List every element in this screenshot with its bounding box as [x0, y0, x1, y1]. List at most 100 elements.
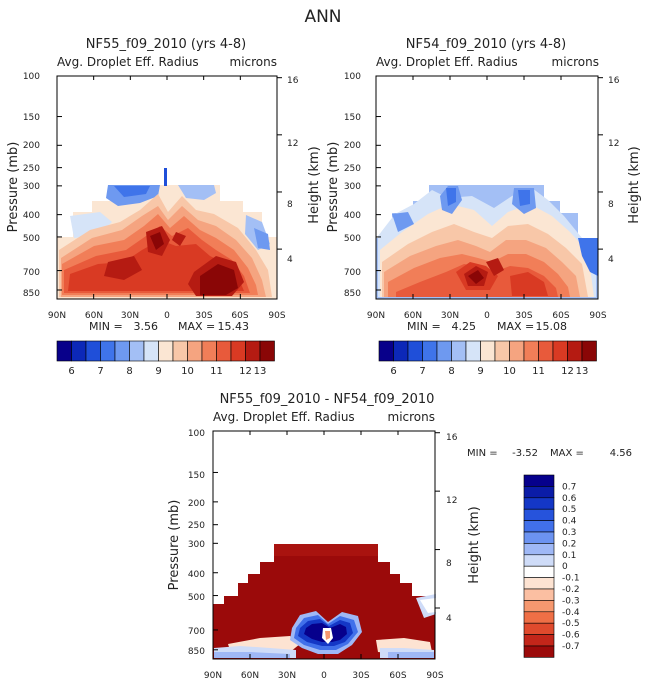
- panel-2-colorbar-swatches: [378, 340, 597, 362]
- panel-1-xtick-label: 90N: [48, 311, 66, 321]
- panel-1-colorbar-swatch: [259, 340, 275, 362]
- panel-2-colorbar-swatch: [494, 340, 510, 362]
- panel-2-y-ticks: 100 150 200 250 300 400 500 700 850: [344, 72, 361, 299]
- panel-1-colorbar-label: 9: [155, 366, 161, 377]
- panel-2-ytick-label: 150: [344, 113, 361, 123]
- panel-3-x-ticks: 90N 60N 30N 0 30S 60S 90S: [204, 671, 444, 681]
- panel-2-colorbar-swatch: [480, 340, 496, 362]
- panel-1-ytick-label: 150: [23, 113, 40, 123]
- panel-1-ytick-label: 400: [23, 211, 40, 221]
- panel-1-y2tick-label: 8: [287, 200, 293, 210]
- panel-1-ytick-label: 100: [23, 72, 40, 82]
- panel-3-colorbar-label: -0.5: [562, 619, 580, 629]
- panel-3-y-ticks: 100 150 200 250 300 400 500 700 850: [188, 429, 205, 657]
- panel-3-xtick-label: 90S: [426, 671, 443, 681]
- panel-3-colorbar-swatch: [523, 543, 555, 556]
- panel-2-contour: [376, 185, 598, 299]
- panel-1-colorbar-label: 7: [97, 366, 103, 377]
- panel-1-colorbar-swatch: [85, 340, 101, 362]
- panel-3-colorbar-swatch: [523, 474, 555, 487]
- panel-1-xtick-label: 60N: [85, 311, 103, 321]
- panel-1-colorbar-swatch: [201, 340, 217, 362]
- panel-2-min-label: MIN =: [407, 320, 441, 333]
- panel-3-colorbar-label: -0.3: [562, 596, 580, 606]
- panel-3-colorbar-label: 0.4: [562, 517, 577, 527]
- panel-2-xtick-label: 90N: [367, 311, 385, 321]
- panel-3-max-label: MAX =: [550, 448, 584, 459]
- panel-1-y2-ticks: 16 12 8 4: [287, 76, 299, 265]
- panel-3-colorbar-label: 0.3: [562, 528, 576, 538]
- panel-2-xtick-label: 30S: [515, 311, 532, 321]
- panel-2-min-value: 4.25: [452, 320, 477, 333]
- panel-3-ytick-label: 100: [188, 429, 205, 439]
- panel-3-ytick-label: 400: [188, 570, 205, 580]
- panel-2-xtick-label: 0: [484, 311, 490, 321]
- panel-2-ytick-label: 100: [344, 72, 361, 82]
- panel-2-colorbar-swatch: [509, 340, 525, 362]
- panel-2-x-ticks: 90N 60N 30N 0 30S 60S 90S: [367, 311, 607, 321]
- panel-2-ytick-label: 200: [344, 141, 361, 151]
- panel-3-colorbar-swatch: [523, 622, 555, 635]
- panel-3-xtick-label: 90N: [204, 671, 222, 681]
- panel-1-min-label: MIN =: [89, 320, 123, 333]
- panel-3-ytick-label: 250: [188, 521, 205, 531]
- panel-2-xtick-label: 60N: [404, 311, 422, 321]
- page-title: ANN: [304, 7, 341, 27]
- panel-1-colorbar-swatch: [114, 340, 130, 362]
- panel-3-axes: 90N 60N 30N 0 30S 60S 90S 100 150 200 25…: [188, 429, 458, 681]
- panel-2-max-label: MAX =: [497, 320, 534, 333]
- panel-2-subtitle: Avg. Droplet Eff. Radius: [376, 55, 518, 69]
- panel-2-xtick-label: 90S: [589, 311, 606, 321]
- panel-1-colorbar-swatch: [56, 340, 72, 362]
- panel-1-y2tick-label: 4: [287, 255, 293, 265]
- panel-1-max-value: 15.43: [218, 320, 250, 333]
- panel-3-y2tick-label: 8: [446, 559, 452, 569]
- panel-2-colorbar-label: 8: [448, 366, 454, 377]
- panel-2-colorbar-swatch: [567, 340, 583, 362]
- panel-2-y2tick-label: 12: [608, 139, 619, 149]
- panel-1-colorbar-swatch: [143, 340, 159, 362]
- panel-3-colorbar-swatch: [523, 531, 555, 544]
- panel-2-colorbar: 6 7 8 9 10 11 12 13: [378, 340, 597, 377]
- panel-2-colorbar-label: 7: [419, 366, 425, 377]
- panel-1-colorbar-swatch: [100, 340, 116, 362]
- panel-2-colorbar-label: 13: [576, 366, 589, 377]
- panel-2-ytick-label: 300: [344, 182, 361, 192]
- panel-1-y-ticks: 100 150 200 250 300 400 500 700 850: [23, 72, 40, 299]
- panel-2-colorbar-label: 11: [532, 366, 545, 377]
- panel-2-axes: 90N 60N 30N 0 30S 60S 90S 100 150 200 25…: [344, 72, 620, 321]
- panel-1-colorbar-swatch: [230, 340, 246, 362]
- panel-1-ytick-label: 200: [23, 141, 40, 151]
- panel-1-colorbar-swatches: [56, 340, 275, 362]
- panel-3-y2-ticks: 16 12 8 4: [446, 433, 458, 624]
- panel-nf54: NF54_f09_2010 (yrs 4-8) Avg. Droplet Eff…: [326, 37, 642, 377]
- panel-1-y2tick-label: 12: [287, 139, 298, 149]
- panel-2-colorbar-swatch: [552, 340, 568, 362]
- panel-3-colorbar-swatch: [523, 588, 555, 601]
- panel-3-colorbar-swatch: [523, 634, 555, 647]
- panel-3-colorbar-label: -0.2: [562, 585, 580, 595]
- panel-3-colorbar-label: 0.1: [562, 551, 576, 561]
- panel-2-colorbar-swatch: [422, 340, 438, 362]
- panel-2-colorbar-swatch: [581, 340, 597, 362]
- panel-3-ytick-label: 150: [188, 471, 205, 481]
- panel-1-subtitle: Avg. Droplet Eff. Radius: [57, 55, 199, 69]
- panel-3-colorbar-label: 0.2: [562, 539, 576, 549]
- panel-2-ytick-label: 250: [344, 164, 361, 174]
- panel-3-colorbar-swatches: [523, 474, 555, 658]
- panel-2-y2tick-label: 4: [608, 255, 614, 265]
- panel-3-colorbar-swatch: [523, 577, 555, 590]
- panel-1-colorbar: 6 7 8 9 10 11 12 13: [56, 340, 275, 377]
- panel-1-colorbar-label: 12: [239, 366, 252, 377]
- panel-3-y2tick-label: 16: [446, 433, 458, 443]
- panel-1-ytick-label: 700: [23, 268, 40, 278]
- panel-3-ytick-label: 700: [188, 627, 205, 637]
- panel-3-colorbar-label: -0.1: [562, 574, 580, 584]
- panel-1-ytick-label: 250: [23, 164, 40, 174]
- panel-3-colorbar-swatch: [523, 645, 555, 658]
- panel-1-xtick-label: 90S: [268, 311, 285, 321]
- panel-2-colorbar-swatch: [407, 340, 423, 362]
- panel-3-colorbar-label: -0.4: [562, 608, 580, 618]
- panel-3-colorbar-swatch: [523, 565, 555, 578]
- panel-1-xtick-label: 30S: [195, 311, 212, 321]
